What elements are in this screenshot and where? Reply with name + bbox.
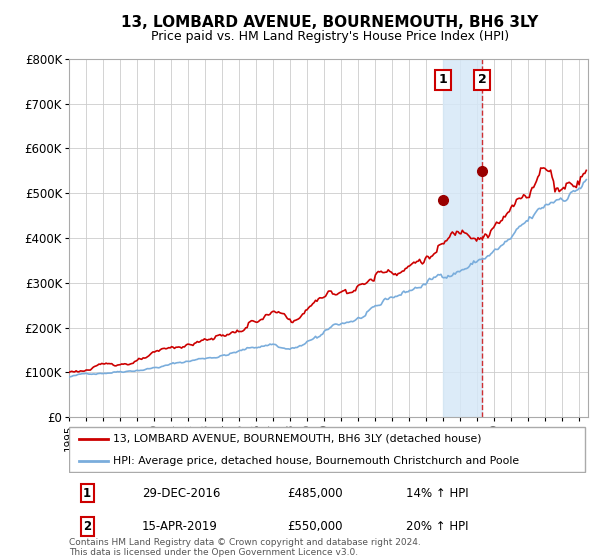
Text: Price paid vs. HM Land Registry's House Price Index (HPI): Price paid vs. HM Land Registry's House … xyxy=(151,30,509,44)
Text: 1: 1 xyxy=(83,487,91,500)
Text: 20% ↑ HPI: 20% ↑ HPI xyxy=(406,520,469,533)
Text: 13, LOMBARD AVENUE, BOURNEMOUTH, BH6 3LY: 13, LOMBARD AVENUE, BOURNEMOUTH, BH6 3LY xyxy=(121,15,539,30)
Text: HPI: Average price, detached house, Bournemouth Christchurch and Poole: HPI: Average price, detached house, Bour… xyxy=(113,456,519,466)
Text: 13, LOMBARD AVENUE, BOURNEMOUTH, BH6 3LY (detached house): 13, LOMBARD AVENUE, BOURNEMOUTH, BH6 3LY… xyxy=(113,434,482,444)
Text: 2: 2 xyxy=(478,73,487,86)
Text: £485,000: £485,000 xyxy=(287,487,343,500)
Text: 1: 1 xyxy=(439,73,448,86)
Text: £550,000: £550,000 xyxy=(287,520,343,533)
FancyBboxPatch shape xyxy=(69,427,586,472)
Text: 29-DEC-2016: 29-DEC-2016 xyxy=(142,487,220,500)
Text: 2: 2 xyxy=(83,520,91,533)
Bar xyxy=(443,59,482,417)
Text: Contains HM Land Registry data © Crown copyright and database right 2024.
This d: Contains HM Land Registry data © Crown c… xyxy=(69,538,421,557)
Text: 15-APR-2019: 15-APR-2019 xyxy=(142,520,218,533)
Text: 14% ↑ HPI: 14% ↑ HPI xyxy=(406,487,469,500)
